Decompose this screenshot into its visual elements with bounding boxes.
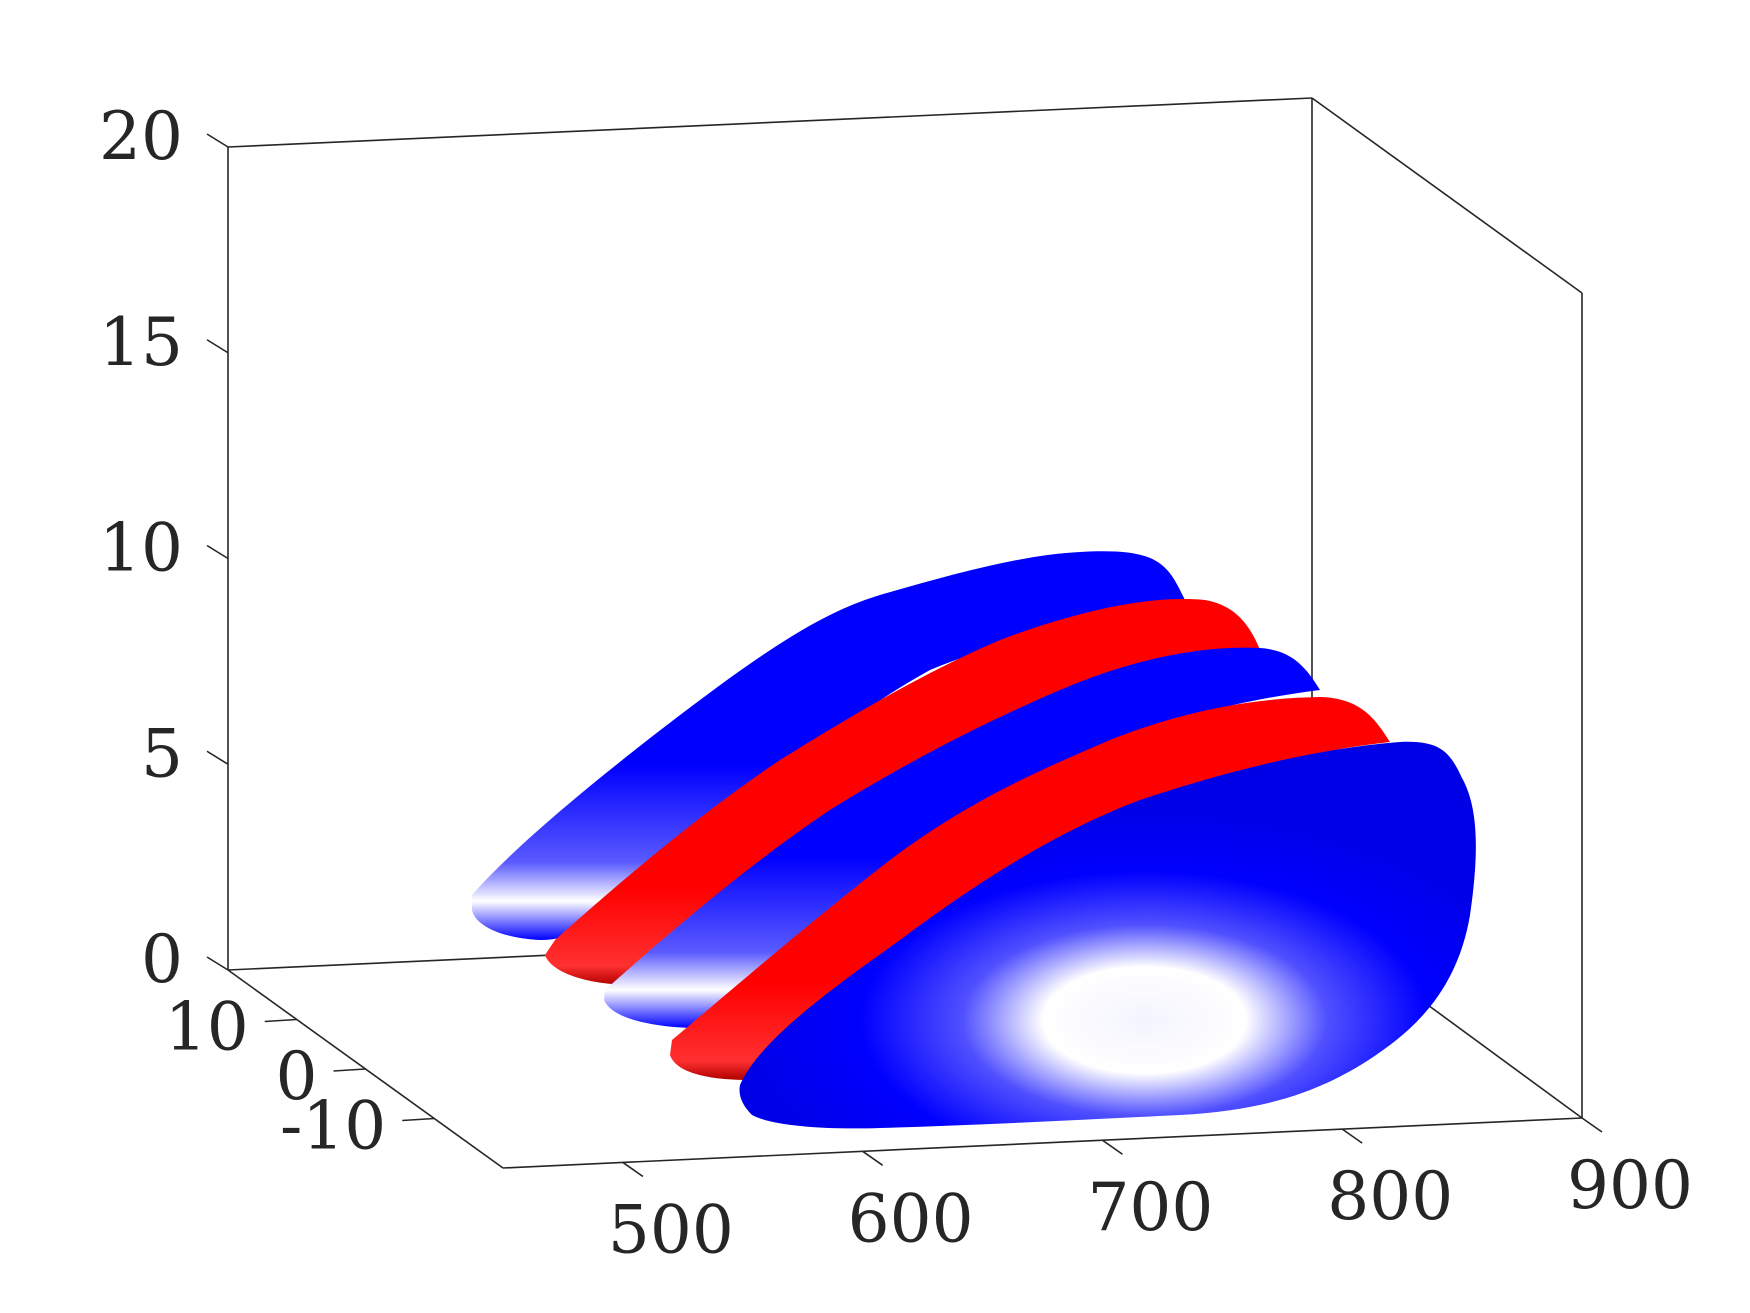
isosurface-band-5 — [739, 741, 1476, 1129]
y-tick — [333, 1068, 366, 1072]
x-axis: 500 600 700 800 900 — [608, 1117, 1693, 1268]
x-tick — [1341, 1128, 1363, 1144]
top-back-edge — [227, 97, 1313, 148]
x-tick-label: 900 — [1567, 1147, 1693, 1224]
z-tick-label: 10 — [99, 510, 183, 587]
z-tick — [206, 956, 229, 971]
isosurface-layer — [472, 551, 1476, 1129]
x-tick — [862, 1150, 884, 1166]
isosurface-band-1 — [472, 551, 1190, 940]
z-tick-label: 5 — [141, 715, 183, 792]
x-tick-label: 700 — [1087, 1169, 1213, 1246]
top-right-edge — [1311, 97, 1583, 294]
x-tick-label: 800 — [1327, 1158, 1453, 1235]
z-tick-label: 15 — [99, 304, 183, 381]
y-tick-label: 10 — [165, 989, 249, 1066]
x-axis-line — [502, 1117, 1583, 1169]
x-tick-label: 600 — [848, 1180, 974, 1257]
y-tick-label: -10 — [280, 1088, 386, 1165]
x-tick-label: 500 — [608, 1191, 734, 1268]
z-axis: 0 5 10 15 20 — [99, 98, 229, 998]
z-tick — [206, 544, 229, 560]
y-tick — [402, 1117, 435, 1122]
x-tick — [1581, 1117, 1603, 1133]
y-tick-label: 0 — [276, 1038, 318, 1115]
z-tick-label: 0 — [141, 921, 183, 998]
x-tick — [1101, 1139, 1123, 1155]
y-tick — [264, 1018, 297, 1023]
z-tick — [206, 750, 229, 765]
x-tick — [622, 1161, 644, 1178]
z-tick-label: 20 — [99, 98, 183, 175]
y-axis: 10 0-10 — [165, 989, 435, 1165]
z-tick — [206, 133, 229, 148]
z-tick — [206, 339, 229, 354]
